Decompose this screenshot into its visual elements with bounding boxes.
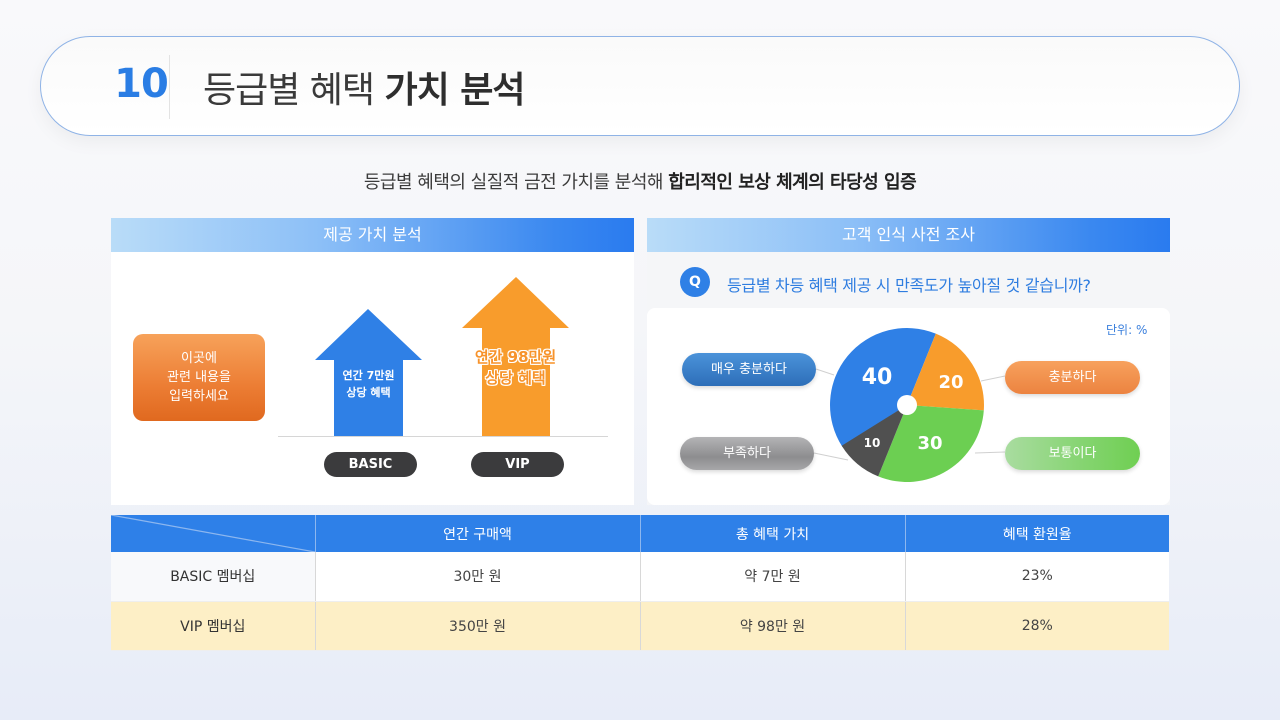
diagonal-divider (111, 515, 315, 552)
pie-value-20: 20 (938, 372, 963, 393)
cell-return-rate: 28% (904, 601, 1169, 651)
pie-slice-very-sufficient (830, 328, 936, 447)
legend-very-sufficient: 매우 충분하다 (682, 353, 816, 386)
table-row: VIP 멤버십 350만 원 약 98만 원 28% (111, 601, 1169, 651)
subtitle-regular: 등급별 혜택의 실질적 금전 가치를 분석해 (363, 172, 669, 193)
basic-badge: BASIC (324, 452, 417, 477)
pie-value-40: 40 (862, 365, 893, 390)
legend-normal: 보통이다 (1005, 437, 1140, 470)
survey-question: 등급별 차등 혜택 제공 시 만족도가 높아질 것 같습니까? (727, 276, 1091, 295)
value-arrows-graphic (278, 277, 608, 437)
leader-line (813, 452, 849, 461)
question-icon: Q (680, 267, 710, 297)
table-header-row: 연간 구매액 총 혜택 가치 혜택 환원율 (111, 515, 1169, 552)
pie-value-30: 30 (917, 433, 942, 454)
pie-slice-normal (878, 405, 984, 482)
pie-chart: 40 20 30 10 (813, 328, 1006, 482)
table-header-total-benefit: 총 혜택 가치 (639, 515, 905, 552)
vip-arrow-icon (462, 277, 569, 436)
legend-insufficient: 부족하다 (680, 437, 814, 470)
basic-arrow-label: 연간 7만원 상당 혜택 (342, 369, 395, 399)
leader-line (815, 368, 835, 376)
cell-total-benefit: 약 98만 원 (639, 601, 905, 651)
row-label: BASIC 멤버십 (111, 552, 315, 602)
table-header-corner (111, 515, 315, 552)
header-bar: 10 등급별 혜택 가치 분석 (40, 36, 1240, 136)
leader-line (974, 451, 1006, 454)
table-header-return-rate: 혜택 환원율 (904, 515, 1169, 552)
benefit-table: 연간 구매액 총 혜택 가치 혜택 환원율 BASIC 멤버십 30만 원 약 … (111, 515, 1169, 651)
cell-annual-purchase: 350만 원 (314, 601, 640, 651)
placeholder-textbox[interactable]: 이곳에 관련 내용을 입력하세요 (133, 334, 265, 421)
pie-slice-sufficient (907, 333, 984, 411)
basic-arrow-icon (315, 309, 422, 436)
legend-sufficient: 충분하다 (1005, 361, 1140, 394)
right-panel-title: 고객 인식 사전 조사 (647, 218, 1170, 252)
subtitle-bold: 합리적인 보상 체계의 타당성 입증 (668, 172, 917, 193)
table-row: BASIC 멤버십 30만 원 약 7만 원 23% (111, 552, 1169, 602)
pie-center-hole (897, 395, 917, 415)
table-header-annual-purchase: 연간 구매액 (314, 515, 640, 552)
left-panel-title: 제공 가치 분석 (111, 218, 634, 252)
slide-number: 10 (114, 61, 169, 107)
title-bold: 가치 분석 (384, 70, 526, 111)
vip-arrow-label: 연간 98만원 상당 혜택 (474, 348, 557, 387)
unit-label: 단위: % (1106, 323, 1148, 337)
pie-value-10: 10 (864, 436, 881, 450)
pie-slice-insufficient (841, 405, 907, 477)
subtitle: 등급별 혜택의 실질적 금전 가치를 분석해 합리적인 보상 체계의 타당성 입… (0, 168, 1280, 194)
page-title: 등급별 혜택 가치 분석 (203, 61, 526, 113)
cell-total-benefit: 약 7만 원 (639, 552, 905, 602)
row-label: VIP 멤버십 (111, 601, 315, 651)
cell-annual-purchase: 30만 원 (314, 552, 640, 602)
leader-line (980, 375, 1006, 382)
header-divider (169, 55, 170, 119)
vip-badge: VIP (471, 452, 564, 477)
title-regular: 등급별 혜택 (203, 70, 385, 111)
cell-return-rate: 23% (904, 552, 1169, 602)
